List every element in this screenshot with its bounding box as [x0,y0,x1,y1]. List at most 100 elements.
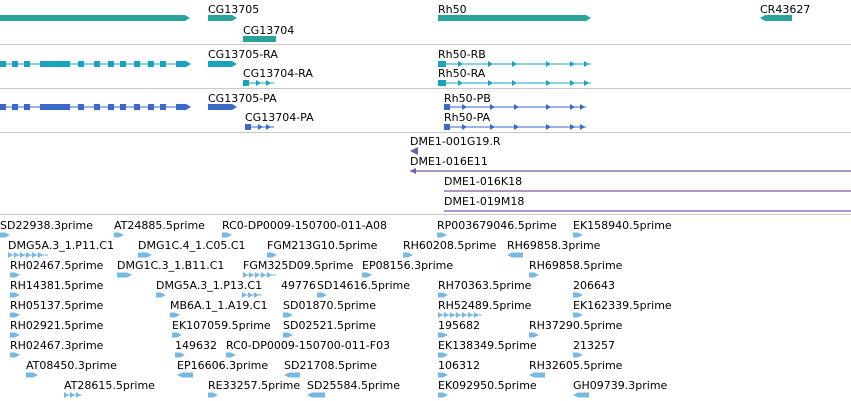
strand-arrow[interactable] [462,104,467,110]
feature-label[interactable]: SD21708.5prime [284,359,377,372]
strand-arrow[interactable] [255,272,260,278]
strand-arrow[interactable] [186,61,191,67]
feature-block[interactable] [156,292,166,298]
strand-arrow[interactable] [474,312,479,318]
strand-arrow[interactable] [490,104,495,110]
strand-arrow[interactable] [444,312,449,318]
feature-label[interactable]: CG13705-RA [208,48,278,61]
feature-block[interactable] [208,61,237,67]
feature-block[interactable] [317,292,327,298]
strand-arrow[interactable] [242,292,247,298]
feature-label[interactable]: EK138349.5prime [438,339,537,352]
feature-block[interactable] [529,372,545,378]
strand-arrow[interactable] [458,61,463,67]
feature-label[interactable]: DME1-001G19.R [410,135,501,148]
feature-label[interactable]: RH60208.5prime [403,239,497,252]
strand-arrow[interactable] [456,312,461,318]
strand-arrow[interactable] [266,80,271,86]
exon-block[interactable] [0,104,6,110]
exon-block[interactable] [12,61,18,67]
feature-block[interactable] [10,352,20,358]
strand-arrow[interactable] [14,252,19,258]
feature-label[interactable]: DMG1C.3_1.B11.C1 [117,259,225,272]
feature-block[interactable] [573,232,583,238]
feature-label[interactable]: DMG1C.4_1.C05.C1 [138,239,246,252]
feature-block[interactable] [438,15,591,21]
feature-label[interactable]: 213257 [573,339,615,352]
feature-block[interactable] [208,104,237,110]
strand-arrow[interactable] [546,124,551,130]
strand-arrow[interactable] [490,124,495,130]
feature-label[interactable]: RH14381.5prime [10,279,104,292]
feature-block[interactable] [10,292,20,298]
feature-block[interactable] [0,232,10,238]
feature-block[interactable] [438,332,448,338]
clone-end-marker[interactable] [410,168,416,174]
feature-block[interactable] [403,252,413,258]
exon-block[interactable] [78,61,84,67]
feature-label[interactable]: Rh50-PA [444,111,491,124]
feature-label[interactable]: EK158940.5prime [573,219,672,232]
feature-block[interactable] [507,252,523,258]
feature-label[interactable]: 149632 [175,339,217,352]
strand-arrow[interactable] [580,104,585,110]
exon-block[interactable] [40,61,50,67]
strand-arrow[interactable] [266,124,271,130]
feature-label[interactable]: RH02467.3prime [10,339,104,352]
feature-label[interactable]: Rh50-RA [438,67,486,80]
strand-arrow[interactable] [64,392,69,398]
strand-arrow[interactable] [254,292,259,298]
strand-arrow[interactable] [261,272,266,278]
exon-block[interactable] [176,61,186,67]
feature-block[interactable] [10,332,20,338]
feature-label[interactable]: RC0-DP0009-150700-011-A08 [222,219,388,232]
feature-label[interactable]: SD22938.3prime [0,219,93,232]
feature-block[interactable] [284,372,300,378]
exon-block[interactable] [0,61,6,67]
feature-label[interactable]: RH05137.5prime [10,299,104,312]
feature-block[interactable] [573,312,583,318]
strand-arrow[interactable] [26,252,31,258]
feature-label[interactable]: DMG5A.3_1.P13.C1 [156,279,263,292]
feature-block[interactable] [438,292,448,298]
strand-arrow[interactable] [546,61,551,67]
feature-label[interactable]: FGM213G10.5prime [267,239,378,252]
feature-block[interactable] [208,392,218,398]
feature-block[interactable] [0,15,190,21]
feature-label[interactable]: EP16606.3prime [177,359,269,372]
feature-block[interactable] [760,15,792,21]
strand-arrow[interactable] [458,80,463,86]
feature-label[interactable]: SD01870.5prime [283,299,376,312]
exon-block[interactable] [108,104,114,110]
feature-label[interactable]: CG13704-PA [245,111,314,124]
feature-block[interactable] [10,312,20,318]
strand-arrow[interactable] [546,80,551,86]
strand-arrow[interactable] [243,272,248,278]
feature-label[interactable]: AT28615.5prime [64,379,155,392]
exon-block[interactable] [438,61,446,67]
strand-arrow[interactable] [438,312,443,318]
exon-block[interactable] [120,104,126,110]
strand-arrow[interactable] [570,80,575,86]
strand-arrow[interactable] [450,312,455,318]
feature-label[interactable]: SD02521.5prime [283,319,376,332]
exon-block[interactable] [444,124,450,130]
feature-block[interactable] [10,272,20,278]
strand-arrow[interactable] [570,124,575,130]
exon-block[interactable] [12,104,18,110]
feature-label[interactable]: EK107059.5prime [172,319,271,332]
feature-block[interactable] [208,15,237,21]
feature-block[interactable] [26,372,38,378]
feature-label[interactable]: Rh50-PB [444,92,491,105]
exon-block[interactable] [176,104,186,110]
feature-block[interactable] [573,292,583,298]
feature-block[interactable] [307,392,325,398]
strand-arrow[interactable] [70,392,75,398]
strand-arrow[interactable] [488,80,493,86]
feature-label[interactable]: CR43627 [760,3,811,16]
feature-block[interactable] [362,272,372,278]
feature-block[interactable] [573,352,583,358]
feature-label[interactable]: RH37290.5prime [529,319,623,332]
exon-block[interactable] [120,61,126,67]
strand-arrow[interactable] [248,292,253,298]
